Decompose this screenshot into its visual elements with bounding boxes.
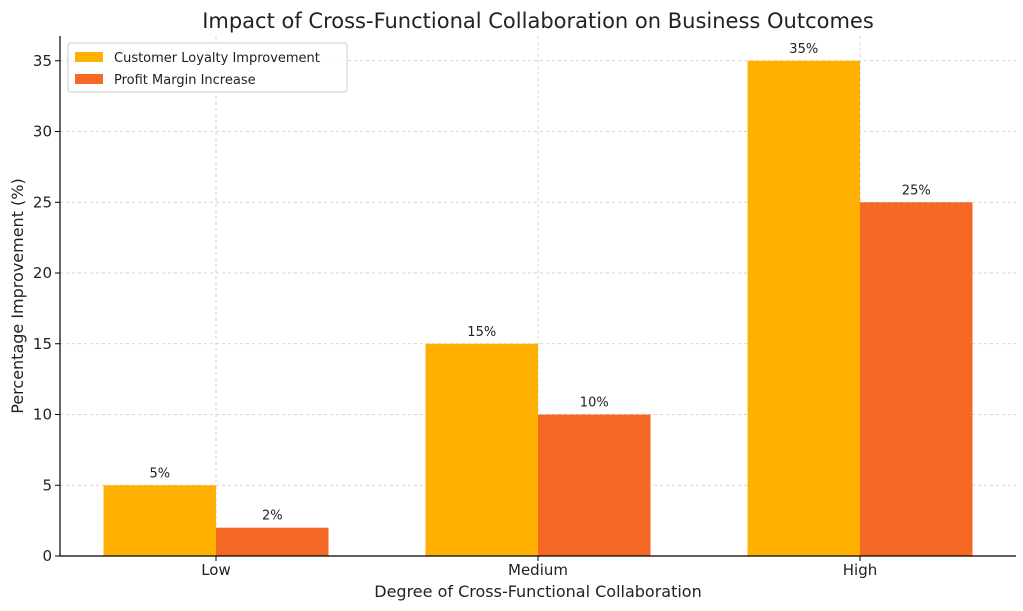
bar [747,60,860,557]
data-label: 2% [262,509,283,524]
bar [860,202,973,557]
legend: Customer Loyalty Improvement Profit Margi… [67,42,348,93]
y-tick-label: 10 [33,406,52,424]
x-tick-label: Low [201,561,231,579]
x-tick-label: High [843,561,877,579]
legend-label: Profit Margin Increase [114,73,256,88]
y-tick-label: 25 [33,193,52,211]
axes: 0 5 10 15 20 25 30 35 Low Medium High [33,36,1016,579]
y-tick-label: 5 [42,476,52,494]
bar [538,414,651,556]
x-tick-label: Medium [508,561,568,579]
x-axis-title: Degree of Cross-Functional Collaboration [374,582,701,601]
y-tick-label: 0 [42,547,52,565]
data-label: 15% [467,325,496,340]
legend-label: Customer Loyalty Improvement [114,51,320,66]
bars [103,60,973,557]
y-tick-label: 20 [33,264,52,282]
y-tick-label: 35 [33,52,52,70]
y-axis-title: Percentage Improvement (%) [8,178,27,414]
legend-swatch [75,52,103,62]
y-tick-label: 30 [33,123,52,141]
legend-swatch [75,74,103,84]
bar [103,485,216,556]
chart-title: Impact of Cross-Functional Collaboration… [202,9,874,33]
data-label: 10% [580,396,609,411]
y-tick-label: 15 [33,335,52,353]
data-labels: 5% 15% 35% 2% 10% 25% [149,42,930,524]
bar [425,343,538,556]
legend-box [67,42,348,93]
data-label: 25% [902,183,931,198]
data-label: 5% [149,466,170,481]
bar [216,527,329,556]
data-label: 35% [789,42,818,57]
